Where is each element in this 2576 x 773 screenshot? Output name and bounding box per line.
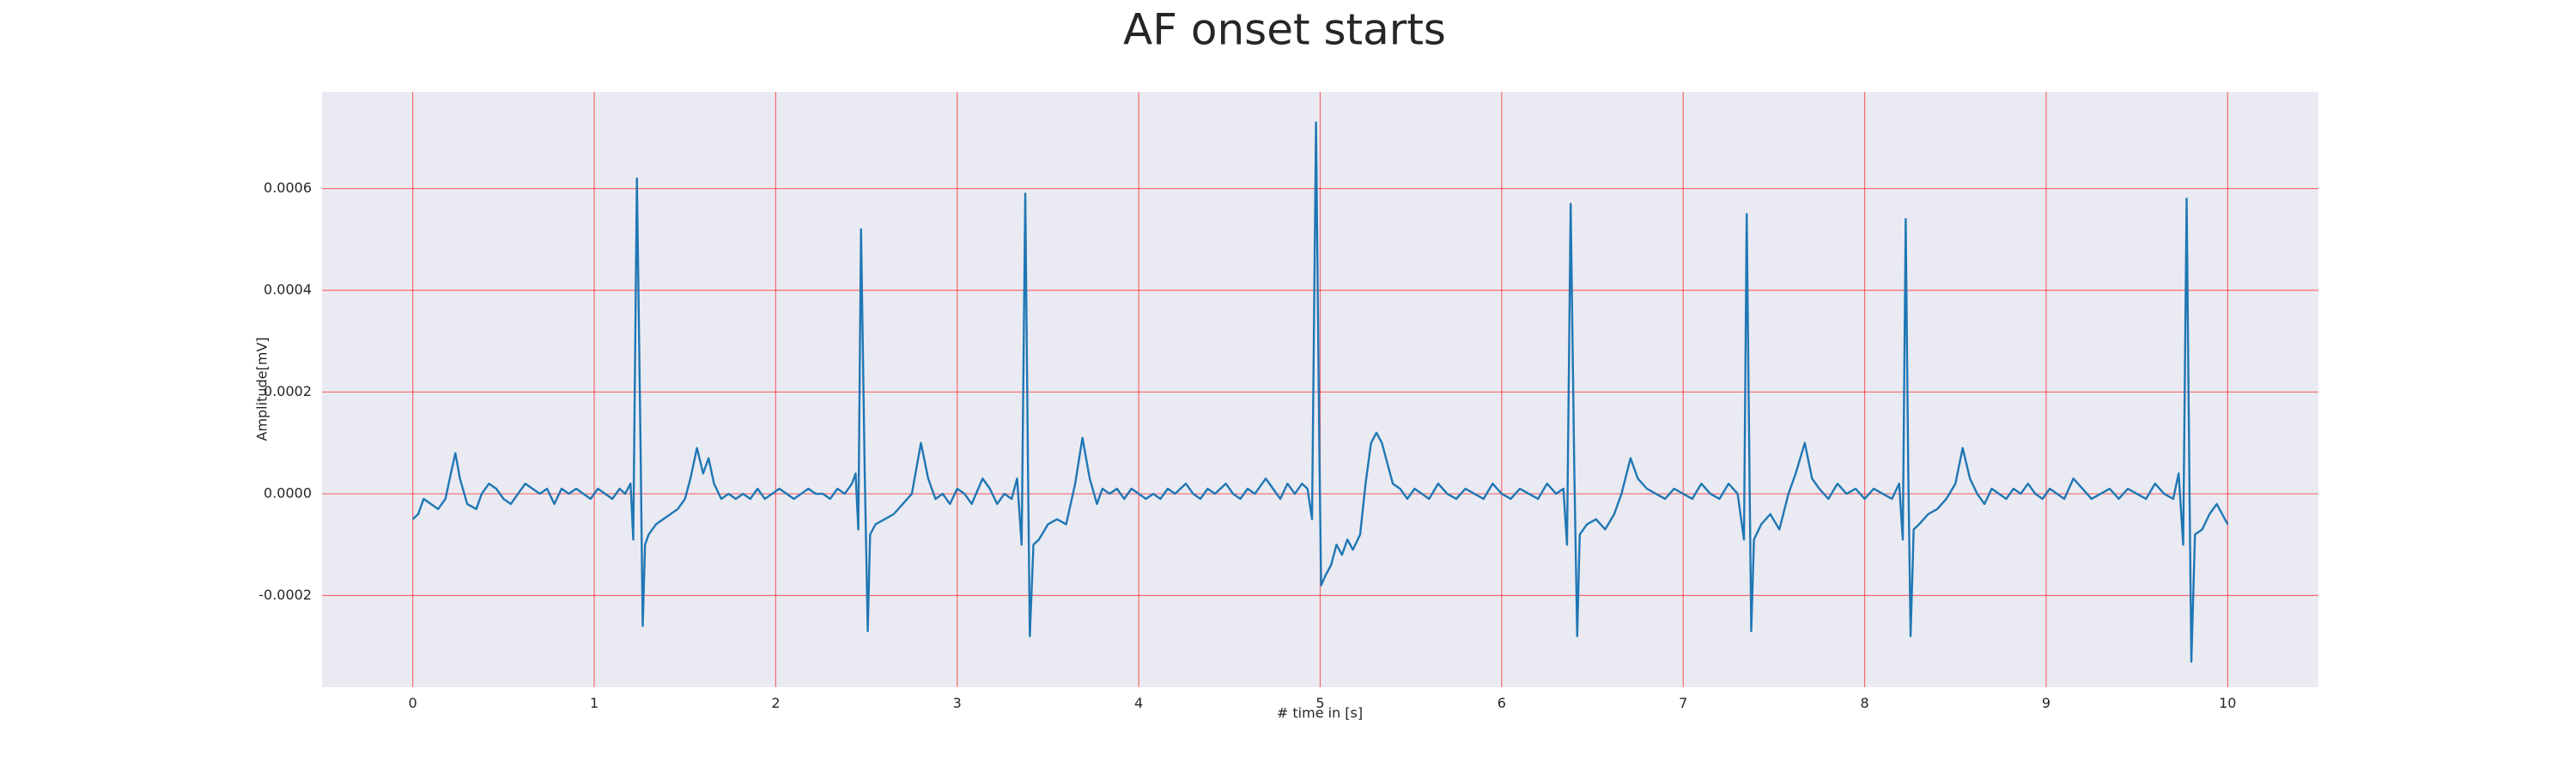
x-tick-label: 2 [771,695,780,711]
x-tick-label: 5 [1315,695,1324,711]
x-tick-label: 1 [590,695,598,711]
x-tick-label: 6 [1498,695,1506,711]
x-tick-label: 0 [409,695,417,711]
x-tick-label: 9 [2042,695,2050,711]
x-axis-label: # time in [s] [1277,705,1363,721]
x-tick-label: 3 [953,695,962,711]
y-tick-label: 0.0004 [264,282,312,298]
chart-title: AF onset starts [1123,5,1446,55]
y-tick-label: 0.0000 [264,484,312,501]
x-tick-label: 4 [1134,695,1143,711]
y-tick-label: 0.0006 [264,180,312,196]
y-tick-label: -0.0002 [258,587,312,603]
x-tick-label: 10 [2219,695,2236,711]
ecg-line [411,121,2229,663]
x-tick-label: 8 [1860,695,1868,711]
y-axis-label: Amplitude[mV] [254,337,270,441]
x-tick-label: 7 [1679,695,1687,711]
y-tick-label: 0.0002 [264,383,312,399]
